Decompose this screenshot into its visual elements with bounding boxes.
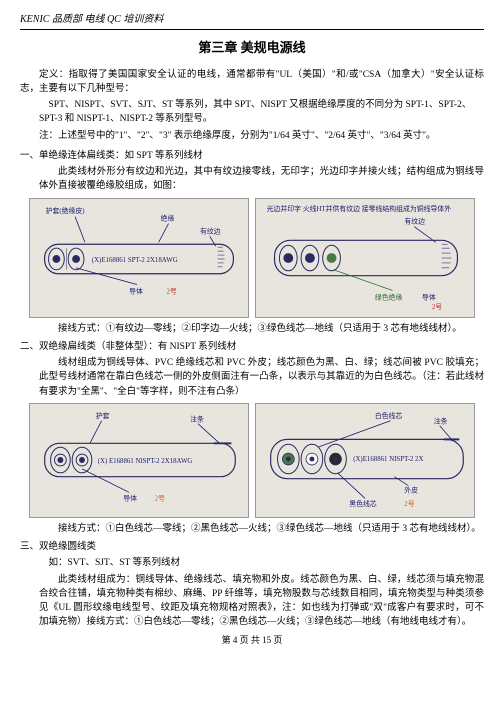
section-1-connect: 接线方式：①有纹边—零线；②印字边—火线；③绿色线芯—地线（只适用于 3 芯有地… — [39, 322, 484, 336]
section-3-subtitle: 如：SVT、SJT、ST 等系列线材 — [39, 556, 484, 570]
section-3-title: 三、双绝缘圆线类 — [20, 540, 484, 554]
svg-text:光边并印字 火线HT并供有纹边 接零线结构组成为铜线导体: 光边并印字 火线HT并供有纹边 接零线结构组成为铜线导体外 — [267, 203, 452, 212]
svg-text:(X)E168861 SPT-2 2X18AWG: (X)E168861 SPT-2 2X18AWG — [92, 256, 178, 263]
svg-text:护套: 护套 — [96, 411, 110, 420]
svg-text:2号: 2号 — [167, 287, 177, 295]
section-2-desc: 线材组成为铜线导体、PVC 绝缘线芯和 PVC 外皮；线芯颜色为黑、白、绿；线芯… — [39, 356, 484, 399]
note-text: 注：上述型号中的"1"、"2"、"3" 表示绝缘厚度，分别为"1/64 英寸"、… — [20, 129, 484, 143]
svg-text:外皮: 外皮 — [404, 485, 418, 494]
section-1-title: 一、单绝缘连体扁线类：如 SPT 等系列线材 — [20, 149, 484, 163]
svg-text:导体: 导体 — [129, 286, 143, 295]
types-line: SPT、NISPT、SVT、SJT、ST 等系列，其中 SPT、NISPT 又根… — [39, 98, 484, 127]
svg-text:绝缘: 绝缘 — [161, 213, 175, 222]
section-2: 二、双绝缘扁线类（非整体型）：有 NISPT 系列线材 线材组成为铜线导体、PV… — [20, 340, 484, 536]
svg-text:2号: 2号 — [155, 494, 165, 502]
svg-text:黑色线芯: 黑色线芯 — [349, 499, 377, 508]
svg-text:注条: 注条 — [190, 414, 204, 423]
svg-text:(X) E168861 NISPT-2 2X18AWG: (X) E168861 NISPT-2 2X18AWG — [98, 458, 193, 465]
page-footer: 第 4 页 共 15 页 — [20, 634, 484, 648]
svg-text:2号: 2号 — [404, 500, 414, 508]
chapter-title: 第三章 美规电源线 — [20, 38, 484, 58]
section-3: 三、双绝缘圆线类 如：SVT、SJT、ST 等系列线材 此类线材组成为：铜线导体… — [20, 540, 484, 630]
section-3-desc: 此类线材组成为：铜线导体、绝缘线芯、填充物和外皮。线芯颜色为黑、白、绿，线芯须与… — [39, 573, 484, 630]
svg-text:绿色绝缘: 绿色绝缘 — [375, 292, 403, 301]
svg-text:护套(绝缘皮): 护套(绝缘皮) — [46, 205, 85, 214]
page-header: KENIC 品质部 电线 QC 培训资料 — [20, 12, 484, 30]
diagram-row-1: 护套(绝缘皮) 绝缘 有纹边 (X)E168861 SPT-2 2X18AWG — [20, 198, 484, 318]
diagram-1-left: 护套(绝缘皮) 绝缘 有纹边 (X)E168861 SPT-2 2X18AWG — [29, 198, 249, 318]
svg-text:白色线芯: 白色线芯 — [375, 411, 403, 420]
section-2-title: 二、双绝缘扁线类（非整体型）：有 NISPT 系列线材 — [20, 340, 484, 354]
section-1-desc: 此类线材外形分有纹边和光边，其中有纹边接零线，无印字；光边印字并接火线；结构组成… — [39, 165, 484, 194]
svg-text:导体: 导体 — [422, 292, 436, 301]
section-1: 一、单绝缘连体扁线类：如 SPT 等系列线材 此类线材外形分有纹边和光边，其中有… — [20, 149, 484, 336]
svg-text:2号: 2号 — [432, 303, 442, 311]
svg-text:导体: 导体 — [123, 493, 137, 502]
svg-text:有纹边: 有纹边 — [404, 216, 425, 225]
diagram-2-left: 护套 注条 (X) E168861 NISPT-2 2X18AWG 导体 2号 — [29, 403, 249, 518]
svg-text:(X)E168861 NISPT-2 2X: (X)E168861 NISPT-2 2X — [353, 456, 423, 463]
svg-text:有纹边: 有纹边 — [200, 226, 221, 235]
diagram-2-right: 白色线芯 注条 (X)E168861 NISPT-2 2X 外皮 — [255, 403, 475, 518]
section-2-connect: 接线方式：①白色线芯—零线；②黑色线芯—火线；③绿色线芯—地线（只适用于 3 芯… — [39, 522, 484, 536]
svg-text:注条: 注条 — [434, 416, 448, 425]
diagram-row-2: 护套 注条 (X) E168861 NISPT-2 2X18AWG 导体 2号 — [20, 403, 484, 518]
diagram-1-right: 光边并印字 火线HT并供有纹边 接零线结构组成为铜线导体外 有纹边 绿色绝缘 — [255, 198, 475, 318]
definition-text: 定义：指取得了美国国家安全认证的电线，通常都带有"UL（美国）"和/或"CSA（… — [20, 68, 484, 97]
